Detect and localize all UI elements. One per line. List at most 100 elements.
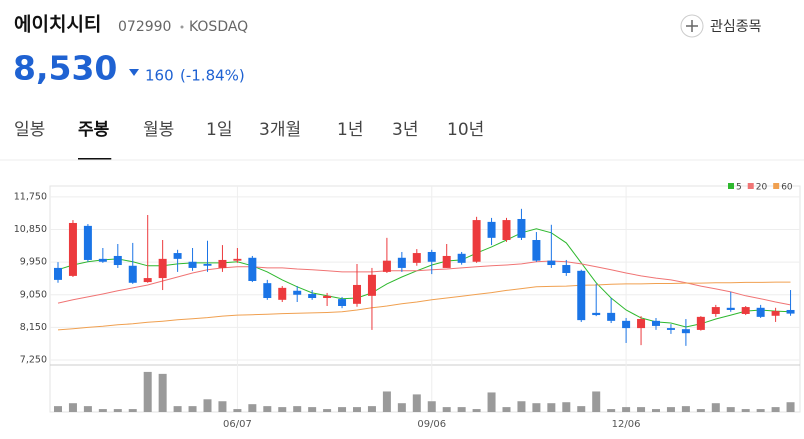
volume-bar [457, 407, 466, 412]
volume-bar [502, 407, 511, 412]
down-arrow [129, 69, 139, 76]
candle-body [577, 270, 586, 321]
candle-body [68, 222, 77, 276]
volume-bar [233, 409, 242, 412]
volume-bar [353, 407, 361, 412]
volume-bar [666, 407, 675, 412]
candle-body [442, 255, 451, 268]
candle-body [128, 265, 137, 283]
x-tick-label: 09/06 [417, 419, 446, 430]
candle-body [203, 263, 212, 266]
tab[interactable]: 주봉 [78, 120, 110, 140]
volume-bar [338, 407, 347, 412]
stock-code: 072990 [118, 19, 171, 35]
candle-body [113, 255, 122, 266]
tab[interactable]: 월봉 [143, 120, 174, 140]
volume-bar [532, 403, 541, 412]
candle-body [353, 284, 361, 304]
tab[interactable]: 일봉 [14, 120, 45, 140]
candle-body [173, 253, 182, 259]
candle-body [607, 312, 616, 321]
candle-body [83, 225, 92, 260]
tab[interactable]: 1년 [337, 120, 363, 140]
candle-body [382, 260, 391, 272]
candle-body [472, 220, 481, 262]
candle-body [397, 257, 406, 268]
candle-body [637, 319, 646, 329]
y-tick-label: 9,950 [20, 257, 47, 268]
volume-bar [203, 399, 212, 412]
candle-body [592, 312, 601, 316]
candle-body [786, 309, 795, 314]
tab[interactable]: 3개월 [259, 120, 301, 140]
volume-bar [98, 409, 107, 412]
candle-body [323, 295, 332, 299]
candle-body [98, 258, 107, 262]
volume-bar [143, 371, 152, 412]
chart: 7,250 8,150 9,050 9,950 10,850 11,750 06/07 09/… [14, 183, 801, 430]
tab[interactable]: 10년 [447, 120, 484, 140]
volume-bar [128, 409, 137, 412]
volume-bar [113, 409, 122, 412]
candle-body [308, 294, 317, 299]
tab[interactable]: 1일 [206, 120, 232, 140]
volume-bar [382, 391, 391, 412]
separator-dot [180, 25, 184, 29]
candle-body [338, 299, 347, 306]
volume-bar [472, 409, 481, 412]
y-tick-label: 10,850 [14, 224, 47, 235]
volume-bar [54, 406, 62, 412]
candle-body [652, 320, 660, 326]
volume-bar [427, 401, 436, 412]
volume-bar [592, 391, 601, 412]
tabs: 일봉 주봉 월봉 1일 3개월 1년 3년 10년 [14, 120, 484, 160]
volume-bar [218, 401, 227, 412]
tab[interactable]: 3년 [392, 120, 418, 140]
candle-body [681, 329, 690, 334]
candle-body [696, 316, 705, 330]
volume-bar [637, 407, 646, 412]
volume-bar [263, 406, 272, 412]
candle-body [412, 253, 421, 263]
stock-name: 에이치시티 [14, 14, 101, 36]
moving-average [57, 260, 791, 306]
volume-bar [562, 402, 571, 412]
candle-body [771, 311, 780, 316]
y-tick-label: 8,150 [20, 322, 47, 333]
volume-bar [786, 402, 795, 412]
price: 8,530 [13, 49, 117, 88]
candle-body [741, 307, 750, 314]
y-tick-label: 11,750 [14, 191, 47, 202]
volume-bar [323, 409, 332, 412]
watch-label[interactable]: 관심종목 [710, 19, 762, 35]
market: KOSDAQ [189, 19, 248, 35]
candle-body [457, 253, 466, 263]
volume-bar [278, 407, 287, 412]
watch-button[interactable]: 관심종목 [680, 14, 762, 38]
change-pct: (-1.84%) [180, 67, 245, 85]
moving-average [57, 228, 791, 328]
candle-body [502, 220, 511, 241]
candle-body [293, 290, 302, 295]
volume-bar [547, 403, 556, 412]
volume-bar [397, 403, 406, 412]
volume-bar [622, 407, 631, 412]
volume-bar [756, 409, 765, 412]
candle-body [622, 320, 631, 329]
candle-body [278, 287, 287, 300]
legend-swatch [773, 183, 780, 189]
candle-body [711, 307, 720, 314]
volume-bar [308, 407, 317, 412]
volume-bar [173, 406, 182, 412]
volume-bar [696, 409, 705, 412]
candle-body [756, 307, 765, 317]
candle-body [726, 307, 735, 310]
candle-body [263, 283, 272, 299]
candle-body [532, 240, 541, 261]
volume-bar [681, 406, 690, 412]
volume-bar [248, 404, 257, 412]
plot-frame [49, 185, 801, 413]
candle-body [158, 258, 167, 279]
volume-bar [188, 406, 197, 412]
candle-body [367, 274, 376, 296]
